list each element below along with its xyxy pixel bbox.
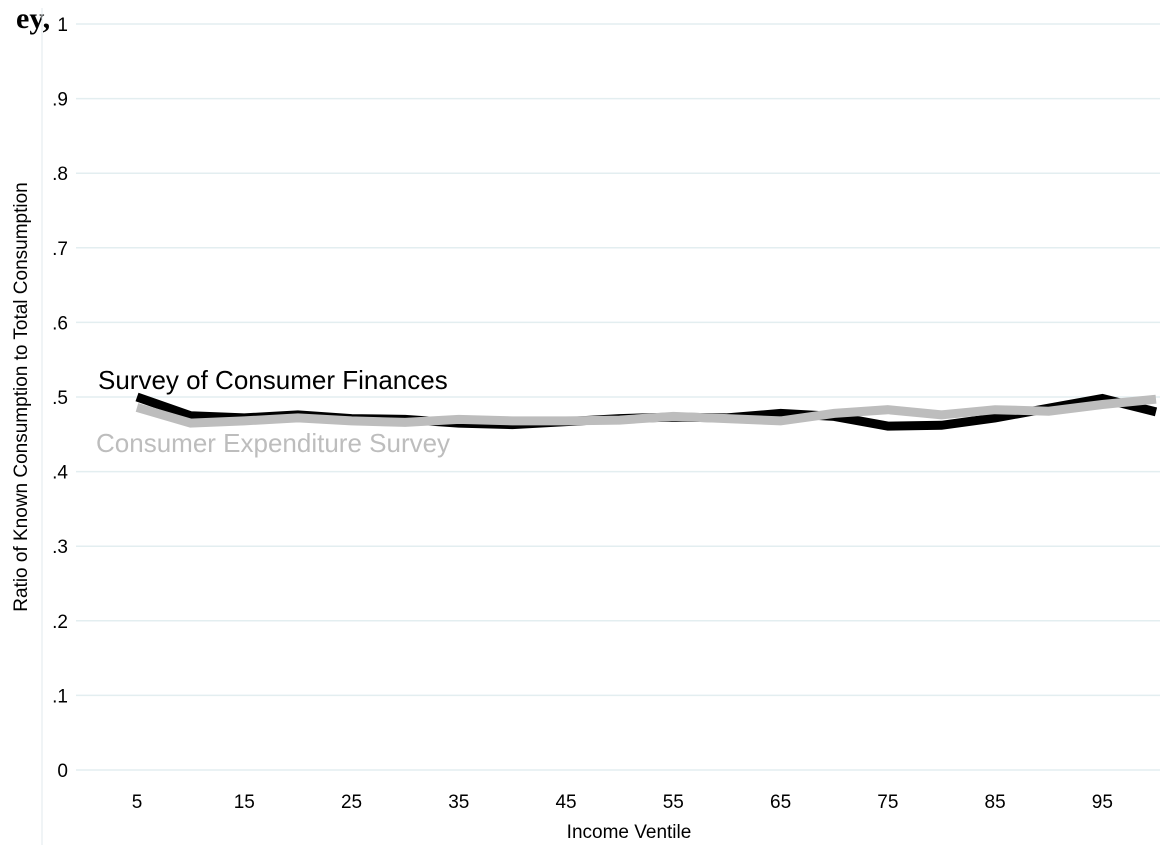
y-tick-label: .6 bbox=[52, 313, 68, 334]
y-tick-label: 1 bbox=[57, 15, 68, 36]
x-tick-label: 5 bbox=[132, 792, 143, 813]
x-tick-label: 75 bbox=[877, 792, 898, 813]
x-tick-label: 25 bbox=[341, 792, 362, 813]
x-axis-ticks: 5 15 25 35 45 55 65 75 85 95 bbox=[132, 792, 1113, 813]
series-label-survey-of-consumer-finances: Survey of Consumer Finances bbox=[98, 365, 448, 395]
x-tick-label: 15 bbox=[234, 792, 255, 813]
series-label-consumer-expenditure-survey: Consumer Expenditure Survey bbox=[96, 428, 450, 458]
top-text-fragment: ey, bbox=[16, 2, 50, 35]
y-axis-ticks: 0 .1 .2 .3 .4 .5 .6 .7 .8 .9 1 bbox=[52, 15, 68, 782]
y-tick-label: .1 bbox=[52, 686, 68, 707]
y-tick-label: .4 bbox=[52, 463, 68, 484]
series-line-consumer-expenditure-survey bbox=[135, 394, 1157, 428]
x-tick-label: 35 bbox=[448, 792, 469, 813]
x-tick-label: 55 bbox=[663, 792, 684, 813]
x-axis-title: Income Ventile bbox=[567, 822, 692, 843]
x-tick-label: 85 bbox=[985, 792, 1006, 813]
y-tick-label: .3 bbox=[52, 537, 68, 558]
y-tick-label: .7 bbox=[52, 239, 68, 260]
y-tick-label: .5 bbox=[52, 388, 68, 409]
series-lines bbox=[135, 392, 1158, 431]
x-tick-label: 95 bbox=[1092, 792, 1113, 813]
y-tick-label: .9 bbox=[52, 90, 68, 111]
x-tick-label: 65 bbox=[770, 792, 791, 813]
y-axis-title: Ratio of Known Consumption to Total Cons… bbox=[11, 182, 32, 612]
x-tick-label: 45 bbox=[555, 792, 576, 813]
y-tick-label: .8 bbox=[52, 164, 68, 185]
gridlines bbox=[76, 23, 1160, 771]
y-tick-label: 0 bbox=[57, 761, 68, 782]
y-tick-label: .2 bbox=[52, 612, 68, 633]
